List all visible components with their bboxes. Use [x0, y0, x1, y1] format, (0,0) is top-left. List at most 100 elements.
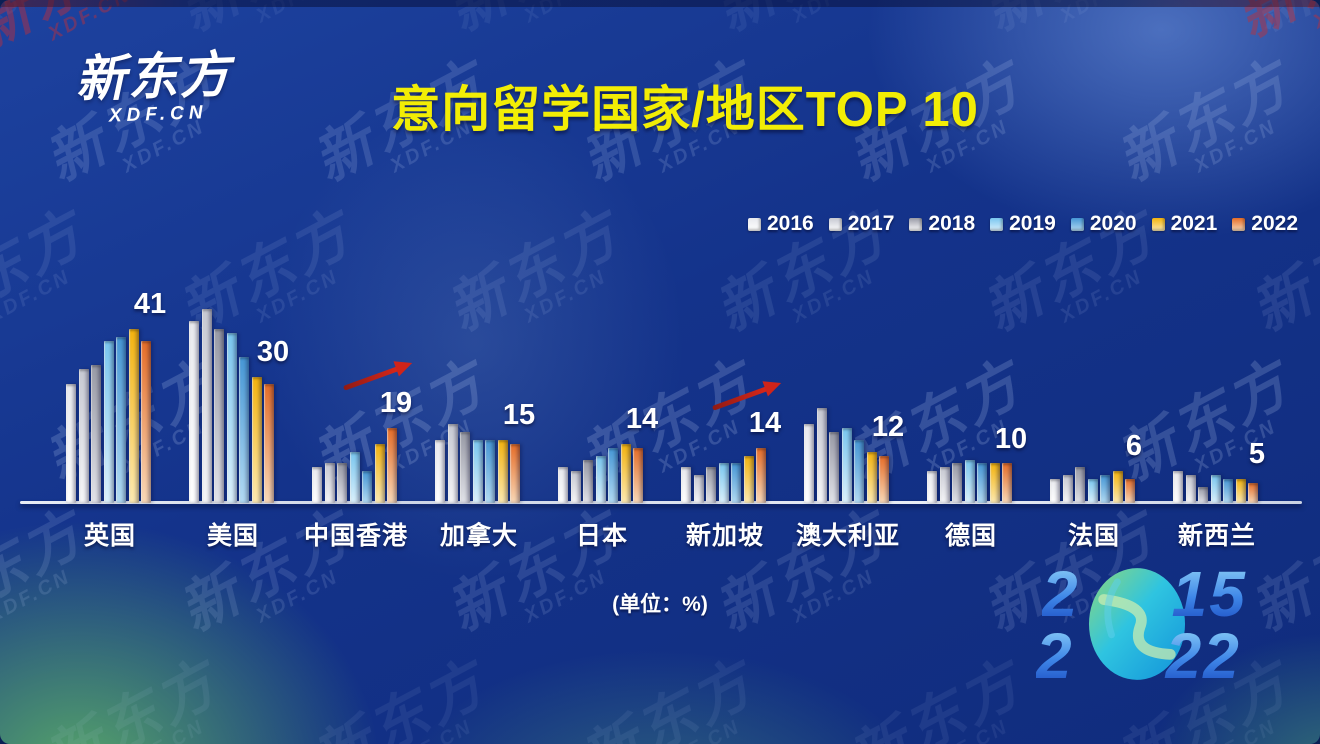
value-label-英国: 41 — [133, 288, 167, 321]
legend-swatch — [828, 217, 842, 231]
bar-中国香港-2019 — [349, 452, 360, 503]
era-end-year: 2 22 — [1036, 620, 1241, 692]
bar-日本-2019 — [595, 456, 606, 503]
bar-日本-2016 — [558, 467, 568, 503]
bar-日本-2018 — [583, 460, 593, 503]
bar-新加坡-2020 — [731, 463, 741, 503]
bar-加拿大-2020 — [485, 440, 495, 503]
bar-法国-2019 — [1087, 479, 1098, 503]
legend-item-2021: 2021 — [1151, 212, 1218, 236]
top-edge-shade — [0, 0, 1320, 7]
bar-澳大利亚-2018 — [829, 432, 839, 503]
bar-美国-2022 — [264, 384, 274, 503]
category-label-英国: 英国 — [83, 522, 136, 550]
category-label-新西兰: 新西兰 — [1177, 522, 1256, 550]
bar-日本-2021 — [620, 444, 631, 503]
bar-法国-2018 — [1075, 467, 1085, 503]
bar-澳大利亚-2019 — [841, 428, 852, 503]
bar-中国香港-2020 — [362, 471, 372, 503]
legend-year-label: 2018 — [928, 212, 976, 235]
brand-logo-text: 新东方 — [74, 46, 233, 108]
category-label-新加坡: 新加坡 — [685, 522, 764, 550]
bar-新加坡-2019 — [718, 463, 729, 503]
brand-logo-domain: XDF.CN — [108, 102, 208, 127]
bar-澳大利亚-2016 — [804, 424, 814, 503]
bar-新加坡-2021 — [743, 456, 754, 503]
value-label-新西兰: 5 — [1248, 438, 1266, 471]
x-axis-line — [20, 501, 1302, 504]
bar-中国香港-2021 — [374, 444, 385, 503]
bar-加拿大-2016 — [435, 440, 445, 503]
legend-item-2020: 2020 — [1070, 212, 1137, 236]
bar-新加坡-2016 — [681, 467, 691, 503]
bar-法国-2020 — [1100, 475, 1110, 503]
value-label-新加坡: 14 — [748, 406, 782, 439]
bar-美国-2021 — [251, 377, 262, 503]
bar-德国-2017 — [939, 467, 950, 503]
bar-澳大利亚-2020 — [854, 440, 864, 503]
bar-美国-2019 — [226, 333, 237, 503]
bar-美国-2020 — [239, 357, 249, 503]
bar-澳大利亚-2022 — [879, 456, 889, 503]
legend-year-label: 2017 — [847, 212, 895, 235]
bar-新西兰-2016 — [1173, 471, 1183, 503]
bar-日本-2022 — [633, 448, 643, 503]
bar-德国-2021 — [989, 463, 1000, 503]
bar-中国香港-2016 — [312, 467, 322, 503]
bar-德国-2018 — [952, 463, 962, 503]
category-label-澳大利亚: 澳大利亚 — [795, 522, 900, 550]
legend-swatch — [1232, 217, 1246, 231]
value-label-美国: 30 — [256, 335, 290, 368]
bar-澳大利亚-2021 — [866, 452, 877, 503]
unit-note: (单位：%) — [612, 593, 708, 616]
era-start-year: 2 15 — [1042, 558, 1247, 630]
value-label-澳大利亚: 12 — [871, 410, 905, 443]
bar-法国-2016 — [1050, 479, 1060, 503]
bar-日本-2017 — [570, 471, 581, 503]
value-label-德国: 10 — [994, 422, 1028, 455]
bar-德国-2020 — [977, 463, 987, 503]
bar-英国-2020 — [116, 337, 126, 503]
bar-法国-2022 — [1125, 479, 1135, 503]
globe-icon — [1088, 568, 1186, 680]
bar-新西兰-2018 — [1198, 487, 1208, 503]
anniversary-logo: 2 15 2 22 — [1036, 560, 1276, 710]
legend-swatch — [747, 217, 761, 231]
bar-新西兰-2017 — [1185, 475, 1196, 503]
bar-中国香港-2022 — [387, 428, 397, 503]
legend-item-2019: 2019 — [990, 212, 1056, 236]
value-label-加拿大: 15 — [502, 398, 536, 431]
bar-加拿大-2022 — [510, 444, 520, 503]
bar-澳大利亚-2017 — [816, 408, 827, 503]
bar-德国-2016 — [927, 471, 937, 503]
bar-英国-2018 — [91, 365, 101, 503]
legend-year-label: 2020 — [1089, 212, 1137, 235]
brand-logo: 新东方 XDF.CN — [74, 46, 233, 128]
legend-year-label: 2021 — [1170, 212, 1218, 235]
bar-新西兰-2019 — [1210, 475, 1221, 503]
chart-legend: 2016 2017 2018 2019 2020 2021 2022 — [747, 212, 1298, 236]
page-title: 意向留学国家/地区TOP 10 — [391, 83, 979, 137]
category-label-德国: 德国 — [944, 522, 997, 550]
legend-year-label: 2022 — [1251, 212, 1298, 235]
legend-swatch — [1151, 217, 1165, 231]
value-label-日本: 14 — [625, 402, 659, 435]
bar-日本-2020 — [608, 448, 618, 503]
category-label-日本: 日本 — [575, 522, 628, 550]
legend-item-2016: 2016 — [747, 212, 814, 236]
legend-swatch — [990, 217, 1004, 231]
bar-新西兰-2020 — [1223, 479, 1233, 503]
bar-英国-2022 — [141, 341, 151, 503]
bar-加拿大-2018 — [460, 432, 470, 503]
